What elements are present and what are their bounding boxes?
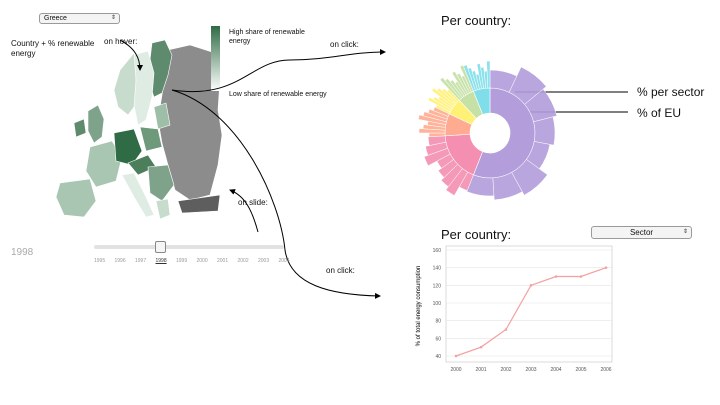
map-region-iberia — [55, 178, 97, 218]
x-tick-2003: 2003 — [525, 367, 536, 373]
y-tick-40: 40 — [435, 354, 441, 360]
country-dropdown-value: Greece — [44, 15, 67, 22]
slider-year-2001[interactable]: 2001 — [217, 258, 229, 264]
data-point-2000 — [454, 354, 458, 358]
map-region-greece — [155, 198, 171, 220]
slider-ticks: 1995 1996 1997 1998 1999 2000 2001 2002 2003 2004 — [92, 258, 290, 266]
y-tick-140: 140 — [433, 266, 442, 272]
map-region-baltics — [153, 102, 171, 130]
y-tick-labels: 40 60 80 100 120 140 160 — [433, 248, 442, 360]
y-tick-100: 100 — [433, 301, 442, 307]
country-dropdown[interactable]: Greece ⇕ — [39, 13, 120, 24]
slider-year-1998[interactable]: 1998 — [155, 258, 167, 264]
slider-year-2003[interactable]: 2003 — [258, 258, 270, 264]
map-region-germany — [113, 128, 143, 166]
x-tick-2002: 2002 — [500, 367, 511, 373]
grid — [446, 249, 612, 357]
slider-year-2000[interactable]: 2000 — [196, 258, 208, 264]
on-click-label-bottom: on click: — [326, 266, 355, 275]
slider-track[interactable] — [94, 245, 284, 249]
x-tick-2006: 2006 — [600, 367, 611, 373]
map-region-uk — [87, 104, 105, 144]
y-axis-label: % of total energy consumption — [416, 266, 422, 347]
sunburst-title: Per country: — [441, 13, 512, 28]
sector-dropdown[interactable]: Sector ⇕ — [591, 226, 692, 239]
on-click-label-top: on click: — [330, 40, 359, 49]
sector-dropdown-value: Sector — [629, 228, 654, 237]
legend-high-label: High share of renewable energy — [229, 29, 305, 45]
sunburst-outer-segment-53 — [486, 60, 491, 89]
hover-label: Country + % renewable energy — [11, 39, 95, 58]
on-hover-label: on hover: — [104, 37, 138, 46]
data-point-2002 — [504, 328, 508, 331]
y-tick-120: 120 — [433, 283, 442, 289]
x-tick-2005: 2005 — [575, 367, 586, 373]
legend-low-label: Low share of renewable energy — [229, 91, 327, 98]
y-tick-160: 160 — [433, 248, 442, 254]
map-region-italy — [121, 172, 155, 218]
slider-year-1996[interactable]: 1996 — [114, 258, 126, 264]
legend-gradient — [211, 26, 220, 91]
data-point-2001 — [479, 345, 483, 349]
x-tick-2004: 2004 — [550, 367, 561, 373]
map-region-turkey — [177, 194, 221, 214]
x-tick-2001: 2001 — [475, 367, 486, 373]
plot-frame — [445, 245, 613, 363]
data-point-2006 — [604, 266, 608, 269]
y-tick-60: 60 — [435, 336, 441, 342]
x-tick-2000: 2000 — [450, 367, 461, 373]
data-point-2004 — [554, 275, 558, 278]
slider-handle[interactable] — [155, 241, 166, 253]
line-panel-title: Per country: — [441, 227, 512, 242]
slider-year-2002[interactable]: 2002 — [237, 258, 249, 264]
x-tick-labels: 2000 2001 2002 2003 2004 2005 2006 — [450, 367, 611, 373]
year-slider[interactable]: 1995 1996 1997 1998 1999 2000 2001 2002 2003 2004 — [92, 238, 290, 268]
data-point-2005 — [579, 275, 583, 278]
chevron-updown-icon-2: ⇕ — [682, 229, 688, 235]
slider-year-1995[interactable]: 1995 — [94, 258, 106, 264]
current-year: 1998 — [11, 247, 34, 258]
map-region-ireland — [73, 118, 87, 138]
chevron-updown-icon: ⇕ — [110, 15, 116, 21]
map-region-norway — [113, 52, 137, 116]
europe-map[interactable] — [50, 25, 240, 225]
map-region-france — [85, 140, 123, 188]
data-points — [454, 266, 608, 358]
slider-year-2004[interactable]: 2004 — [278, 258, 290, 264]
sunburst-label-sector: % per sector — [637, 85, 705, 99]
sunburst-chart[interactable] — [400, 25, 600, 215]
slider-year-1999[interactable]: 1999 — [176, 258, 188, 264]
on-slide-label: on slide: — [238, 198, 268, 207]
data-point-2003 — [529, 284, 533, 287]
map-region-balkans — [147, 164, 175, 202]
map-region-poland — [139, 126, 163, 152]
slider-year-1997[interactable]: 1997 — [135, 258, 147, 264]
sunburst-outer-segment-4 — [533, 116, 556, 146]
y-tick-80: 80 — [435, 319, 441, 325]
sunburst-label-eu: % of EU — [637, 106, 682, 120]
